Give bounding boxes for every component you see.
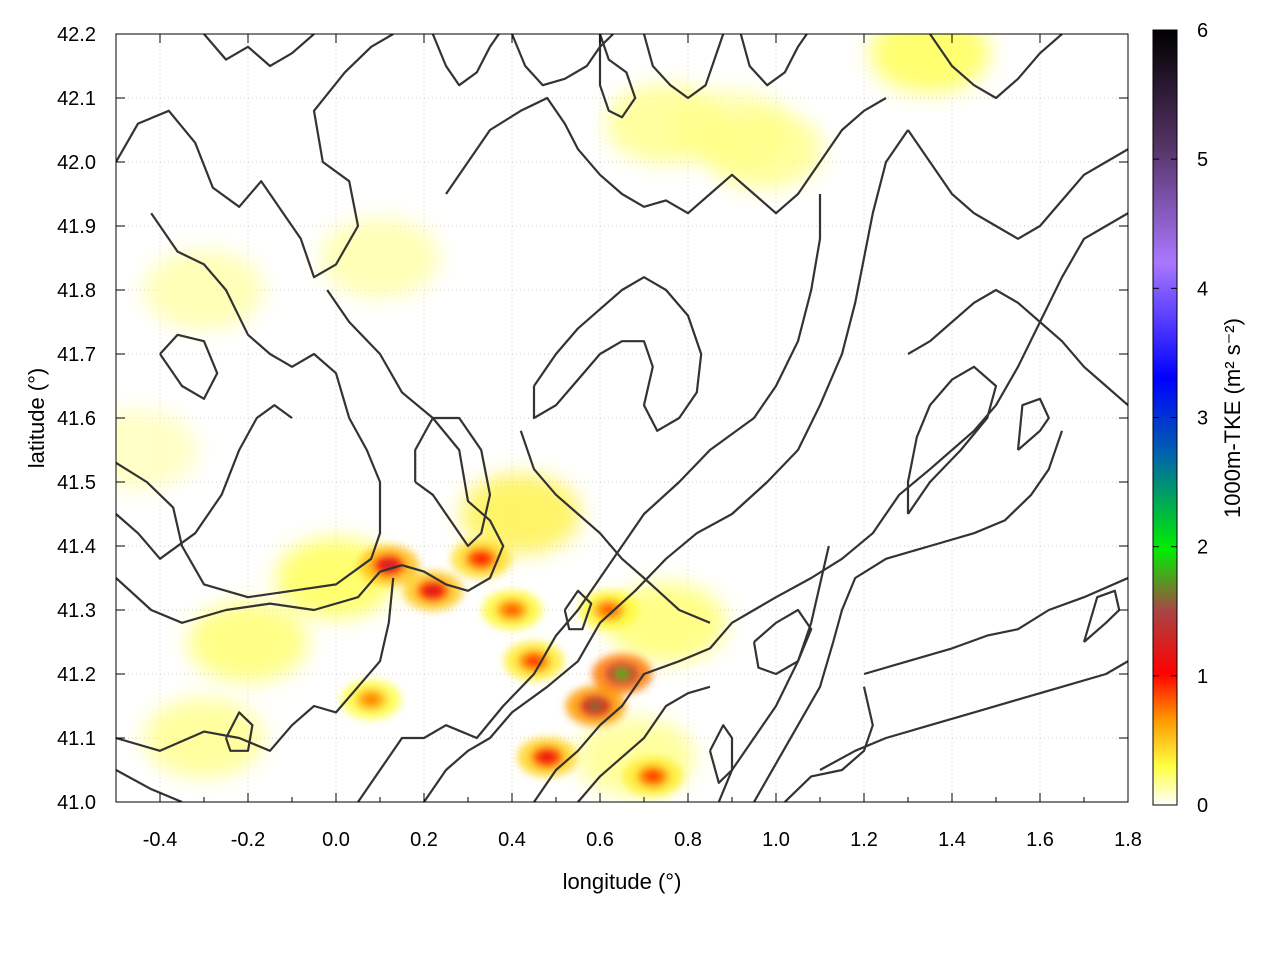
y-tick-label-8: 41.8 — [57, 280, 96, 302]
hotspot-core-1 — [424, 584, 441, 597]
contour-line-5 — [116, 769, 183, 802]
y-tick-label-5: 41.5 — [57, 472, 96, 494]
colorbar-tick-label-3: 3 — [1197, 408, 1208, 430]
contour-line-0 — [116, 34, 394, 279]
contour-line-29 — [752, 608, 813, 676]
contour-line-11 — [717, 545, 830, 802]
colorbar-tick-label-0: 0 — [1197, 795, 1208, 817]
contour-line-18 — [907, 129, 1128, 240]
x-tick-label-10: 1.6 — [1026, 829, 1054, 851]
contour-line-16 — [642, 34, 725, 100]
x-tick-label-2: 0.0 — [322, 829, 350, 851]
contour-line-23 — [431, 34, 500, 87]
colorbar-tick-label-1: 1 — [1197, 666, 1208, 688]
y-axis: 41.0 41.1 41.2 41.3 41.4 41.5 41.6 41.7 41.8 41.9… — [57, 24, 1128, 814]
contour-line-19 — [907, 288, 1128, 407]
hotspot-core-5 — [587, 700, 604, 712]
weak-region-4 — [320, 218, 440, 298]
contour-line-28 — [563, 589, 593, 631]
contour-line-13 — [863, 576, 1128, 676]
colorbar-label: 1000m-TKE (m² s⁻²) — [1220, 318, 1245, 518]
contour-line-14 — [445, 96, 887, 215]
hotspot-core-8 — [644, 770, 661, 783]
plot-area — [115, 33, 1129, 803]
contour-line-36 — [519, 430, 711, 624]
hotspot-core-2 — [473, 552, 490, 565]
x-tick-label-3: 0.2 — [410, 829, 438, 851]
y-tick-label-0: 41.0 — [57, 792, 96, 814]
y-tick-label-1: 41.1 — [57, 728, 96, 750]
x-tick-label-0: -0.4 — [143, 829, 177, 851]
y-tick-label-2: 41.2 — [57, 664, 96, 686]
x-tick-label-6: 0.8 — [674, 829, 702, 851]
contour-line-2 — [116, 570, 381, 624]
weak-region-12 — [870, 34, 990, 94]
contour-line-33 — [224, 711, 254, 752]
colorbar-tick-label-5: 5 — [1197, 149, 1208, 171]
hotspot-core-4 — [539, 751, 556, 764]
x-tick-label-4: 0.4 — [498, 829, 526, 851]
contour-line-6 — [357, 194, 822, 802]
weak-region-8 — [702, 109, 823, 190]
colorbar-tick-label-6: 6 — [1197, 20, 1208, 42]
hotspot-core-7 — [600, 604, 617, 616]
contour-line-4 — [116, 577, 395, 752]
contour-line-7 — [423, 129, 909, 802]
tke-field — [116, 34, 990, 798]
contour-lines — [116, 34, 1128, 802]
y-tick-label-7: 41.7 — [57, 344, 96, 366]
contour-line-10 — [753, 430, 1064, 802]
x-tick-label-9: 1.4 — [938, 829, 966, 851]
hotspot-core-9 — [504, 604, 520, 616]
colorbar: 0 1 2 3 4 5 6 1000m-TKE (m² s⁻²) — [1152, 20, 1245, 817]
weak-region-0 — [188, 602, 308, 682]
hotspot-core-6 — [614, 668, 630, 680]
colorbar-tick-label-4: 4 — [1197, 278, 1208, 300]
contour-line-26 — [116, 404, 293, 560]
weak-region-3 — [144, 250, 264, 330]
hotspot-core-3 — [526, 655, 542, 668]
weak-region-2 — [144, 698, 264, 778]
contour-line-20 — [906, 365, 998, 515]
y-tick-label-6: 41.6 — [57, 408, 96, 430]
contour-line-24 — [598, 34, 637, 119]
contour-line-9 — [577, 685, 711, 802]
hotspot-core-10 — [363, 693, 380, 706]
contour-line-31 — [1016, 397, 1050, 451]
contour-line-32 — [1082, 589, 1121, 643]
x-tick-label-11: 1.8 — [1114, 829, 1142, 851]
y-tick-label-4: 41.4 — [57, 536, 96, 558]
contour-line-27 — [159, 333, 219, 400]
contour-line-22 — [203, 34, 315, 68]
x-tick-label-8: 1.2 — [850, 829, 878, 851]
contour-line-30 — [708, 724, 734, 784]
y-tick-label-10: 42.0 — [57, 152, 96, 174]
y-tick-label-11: 42.1 — [57, 88, 96, 110]
colorbar-ticks: 0 1 2 3 4 5 6 — [1153, 20, 1208, 817]
contour-line-3 — [326, 289, 505, 592]
contour-line-1 — [116, 212, 382, 599]
contour-line-35 — [414, 416, 492, 548]
contour-line-25 — [739, 34, 808, 87]
contour-line-21 — [532, 276, 703, 432]
y-tick-label-12: 42.2 — [57, 24, 96, 46]
y-tick-label-9: 41.9 — [57, 216, 96, 238]
colorbar-tick-label-2: 2 — [1197, 537, 1208, 559]
weak-region-6 — [116, 410, 198, 490]
contour-line-17 — [929, 34, 1063, 100]
x-axis: -0.4 -0.2 0.0 0.2 0.4 0.6 0.8 1.0 1.2 1.4 1.6 1.8 — [115, 34, 1142, 851]
x-tick-label-1: -0.2 — [231, 829, 265, 851]
y-axis-label: latitude (°) — [24, 368, 49, 469]
contour-line-34 — [784, 686, 874, 802]
x-axis-label: longitude (°) — [563, 869, 682, 894]
x-tick-label-5: 0.6 — [586, 829, 614, 851]
weak-region-9 — [606, 83, 726, 164]
y-tick-label-3: 41.3 — [57, 600, 96, 622]
x-tick-label-7: 1.0 — [762, 829, 790, 851]
